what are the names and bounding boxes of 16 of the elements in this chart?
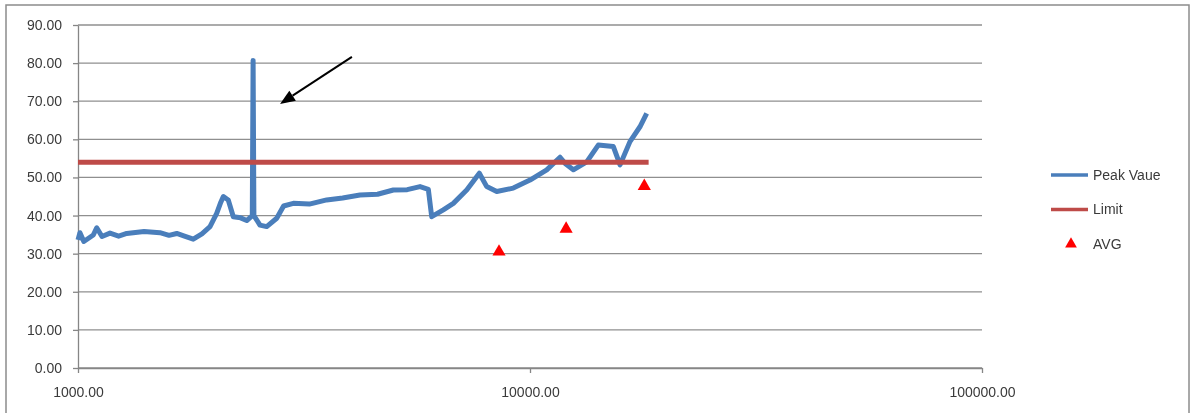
y-tick-label: 30.00: [26, 245, 63, 262]
y-tick-label: 20.00: [26, 283, 63, 300]
y-tick-label: 60.00: [26, 131, 63, 148]
legend-label: Limit: [1093, 201, 1123, 218]
x-tick-label: 1000.00: [53, 383, 105, 400]
y-tick-label: 0.00: [34, 359, 63, 376]
y-tick-label: 70.00: [26, 93, 63, 110]
y-tick-label: 50.00: [26, 169, 63, 186]
y-tick-label: 90.00: [26, 16, 63, 33]
y-tick-label: 80.00: [26, 55, 63, 72]
legend-label: Peak Vaue: [1093, 166, 1161, 183]
legend-label: AVG: [1093, 235, 1122, 252]
y-tick-label: 10.00: [26, 321, 63, 338]
y-tick-label: 40.00: [26, 207, 63, 224]
x-tick-label: 10000.00: [501, 383, 560, 400]
x-tick-label: 100000.00: [949, 383, 1016, 400]
